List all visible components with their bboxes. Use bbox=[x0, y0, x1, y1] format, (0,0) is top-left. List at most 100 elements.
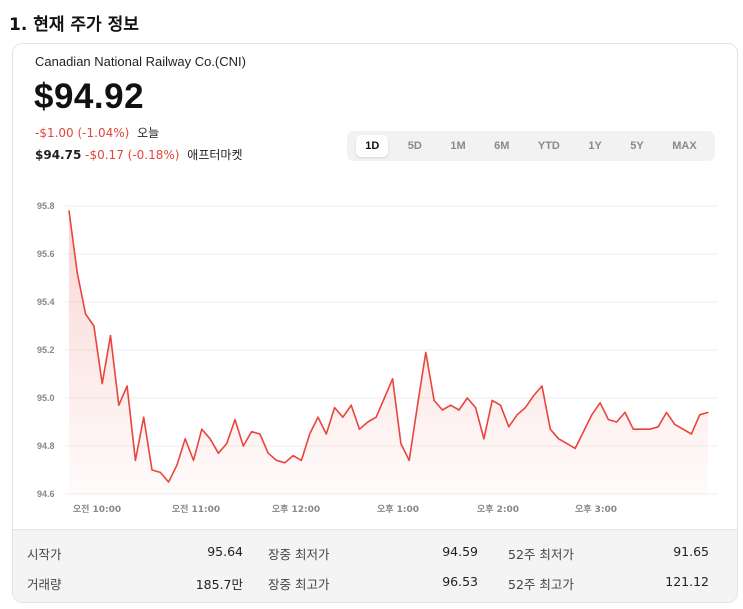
price-point bbox=[582, 431, 585, 433]
x-tick-label: 오후 3:00 bbox=[575, 503, 617, 515]
price-point bbox=[690, 433, 693, 435]
price-point bbox=[665, 411, 668, 413]
price-point bbox=[76, 272, 78, 274]
x-tick-label: 오전 10:00 bbox=[73, 503, 121, 515]
w52-low-label: 52주 최저가 bbox=[508, 547, 574, 562]
price-point bbox=[450, 404, 452, 406]
price-point bbox=[491, 399, 493, 401]
price-point bbox=[558, 438, 560, 440]
y-tick-label: 95.8 bbox=[37, 201, 55, 211]
price-point bbox=[466, 397, 468, 399]
y-tick-label: 95.2 bbox=[37, 345, 55, 355]
y-tick-label: 95.0 bbox=[37, 393, 55, 403]
price-point bbox=[682, 428, 684, 430]
price-point bbox=[192, 459, 195, 461]
day-low-label: 장중 최저가 bbox=[268, 547, 330, 562]
w52-high-label: 52주 최고가 bbox=[508, 577, 574, 592]
price-line bbox=[68, 210, 709, 483]
price-point bbox=[176, 464, 178, 466]
price-point bbox=[508, 426, 510, 428]
price-point bbox=[483, 438, 485, 440]
price-point bbox=[566, 443, 568, 445]
y-tick-label: 94.6 bbox=[37, 489, 55, 499]
y-axis: 95.8 95.6 95.4 95.2 95.0 94.8 94.6 bbox=[37, 201, 55, 499]
y-tick-label: 94.8 bbox=[37, 441, 55, 451]
x-axis: 오전 10:00 오전 11:00 오후 12:00 오후 1:00 오후 2:00 오후… bbox=[73, 503, 617, 515]
open-value: 95.64 bbox=[207, 544, 243, 559]
range-tabs: 1D 5D 1M 6M YTD 1Y 5Y MAX bbox=[347, 131, 715, 161]
price-point bbox=[143, 416, 145, 418]
price-point bbox=[408, 459, 410, 461]
price-point bbox=[275, 459, 278, 461]
price-chart[interactable]: 95.895.695.495.295.094.894.6 오전 10:00 오전 … bbox=[13, 184, 738, 529]
tab-1y[interactable]: 1Y bbox=[588, 140, 602, 152]
open-label: 시작가 bbox=[27, 547, 62, 562]
tab-1d[interactable]: 1D bbox=[356, 135, 389, 157]
price-area bbox=[69, 210, 708, 495]
price-point bbox=[392, 378, 394, 380]
section-title: 1. 현재 주가 정보 bbox=[9, 15, 139, 35]
after-market-change: -$0.17 (-0.18%) bbox=[85, 148, 180, 162]
price-point bbox=[85, 313, 87, 315]
price-point bbox=[458, 409, 460, 411]
price-point bbox=[707, 411, 709, 413]
x-tick-label: 오전 11:00 bbox=[172, 503, 220, 515]
price-point bbox=[68, 210, 70, 212]
x-tick-label: 오후 2:00 bbox=[477, 503, 519, 515]
volume-label: 거래량 bbox=[27, 577, 62, 592]
price-point bbox=[118, 404, 120, 406]
company-name: Canadian National Railway Co.(CNI) bbox=[35, 54, 246, 69]
price-point bbox=[632, 428, 634, 430]
price-point bbox=[375, 416, 377, 418]
price-point bbox=[607, 419, 610, 421]
price-point bbox=[425, 351, 427, 353]
tab-max[interactable]: MAX bbox=[672, 140, 697, 152]
tab-6m[interactable]: 6M bbox=[494, 140, 510, 152]
price-point bbox=[549, 428, 551, 430]
tab-ytd[interactable]: YTD bbox=[537, 140, 560, 152]
price-point bbox=[657, 426, 659, 428]
price-point bbox=[201, 428, 203, 430]
day-high-value: 96.53 bbox=[442, 574, 478, 589]
price-point bbox=[499, 404, 502, 406]
price-point bbox=[325, 433, 327, 435]
price-point bbox=[516, 414, 518, 416]
price-point bbox=[649, 428, 651, 430]
price-point bbox=[541, 385, 543, 387]
volume-value: 185.7만 bbox=[195, 577, 243, 592]
stats-panel: 시작가 95.64 장중 최저가 94.59 52주 최저가 91.65 거래량… bbox=[13, 529, 737, 602]
day-high-label: 장중 최고가 bbox=[268, 577, 330, 592]
price-point bbox=[226, 443, 228, 445]
price-point bbox=[259, 433, 261, 435]
after-market-label: 애프터마켓 bbox=[187, 148, 243, 162]
tab-1m[interactable]: 1M bbox=[450, 140, 466, 152]
today-change-row: -$1.00 (-1.04%) 오늘 bbox=[35, 124, 159, 141]
x-tick-label: 오후 1:00 bbox=[377, 503, 419, 515]
current-price: $94.92 bbox=[34, 77, 145, 116]
price-point bbox=[616, 421, 618, 423]
price-point bbox=[674, 423, 676, 425]
price-point bbox=[383, 397, 385, 399]
tab-5y[interactable]: 5Y bbox=[630, 140, 644, 152]
today-label: 오늘 bbox=[137, 126, 160, 140]
tab-5d[interactable]: 5D bbox=[407, 140, 422, 152]
y-tick-label: 95.6 bbox=[37, 249, 55, 259]
price-point bbox=[334, 407, 336, 409]
price-point bbox=[533, 395, 535, 397]
today-change: -$1.00 (-1.04%) bbox=[35, 126, 130, 140]
price-point bbox=[699, 414, 701, 416]
price-point bbox=[300, 459, 302, 461]
price-point bbox=[475, 407, 477, 409]
stock-card: Canadian National Railway Co.(CNI) $94.9… bbox=[12, 43, 738, 603]
price-point bbox=[151, 469, 153, 471]
price-point bbox=[126, 385, 128, 387]
price-point bbox=[168, 481, 170, 483]
price-point bbox=[184, 438, 186, 440]
price-point bbox=[624, 411, 626, 413]
w52-high-value: 121.12 bbox=[665, 574, 709, 589]
price-point bbox=[109, 335, 112, 337]
price-point bbox=[309, 433, 311, 435]
x-tick-label: 오후 12:00 bbox=[272, 503, 320, 515]
price-point bbox=[284, 462, 286, 464]
price-point bbox=[599, 402, 601, 404]
